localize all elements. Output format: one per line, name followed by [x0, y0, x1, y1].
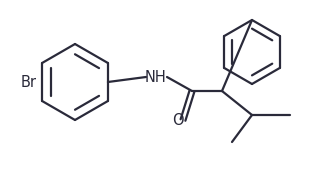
Text: Br: Br — [21, 75, 37, 89]
Text: O: O — [172, 113, 184, 128]
Text: NH: NH — [145, 69, 167, 84]
